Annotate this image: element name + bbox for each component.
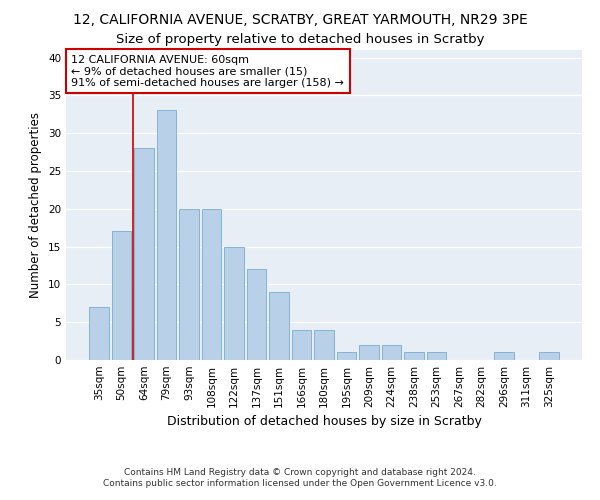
Bar <box>157 110 176 360</box>
Text: Contains HM Land Registry data © Crown copyright and database right 2024.
Contai: Contains HM Land Registry data © Crown c… <box>103 468 497 487</box>
Y-axis label: Number of detached properties: Number of detached properties <box>29 112 43 298</box>
Bar <box>112 232 131 360</box>
X-axis label: Distribution of detached houses by size in Scratby: Distribution of detached houses by size … <box>167 416 481 428</box>
Text: Size of property relative to detached houses in Scratby: Size of property relative to detached ho… <box>116 32 484 46</box>
Bar <box>382 345 401 360</box>
Bar <box>247 270 266 360</box>
Text: 12 CALIFORNIA AVENUE: 60sqm
← 9% of detached houses are smaller (15)
91% of semi: 12 CALIFORNIA AVENUE: 60sqm ← 9% of deta… <box>71 54 344 88</box>
Bar <box>359 345 379 360</box>
Bar <box>427 352 446 360</box>
Text: 12, CALIFORNIA AVENUE, SCRATBY, GREAT YARMOUTH, NR29 3PE: 12, CALIFORNIA AVENUE, SCRATBY, GREAT YA… <box>73 12 527 26</box>
Bar <box>314 330 334 360</box>
Bar <box>134 148 154 360</box>
Bar <box>179 209 199 360</box>
Bar <box>224 246 244 360</box>
Bar <box>89 307 109 360</box>
Bar <box>404 352 424 360</box>
Bar <box>494 352 514 360</box>
Bar <box>269 292 289 360</box>
Bar <box>202 209 221 360</box>
Bar <box>539 352 559 360</box>
Bar <box>337 352 356 360</box>
Bar <box>292 330 311 360</box>
